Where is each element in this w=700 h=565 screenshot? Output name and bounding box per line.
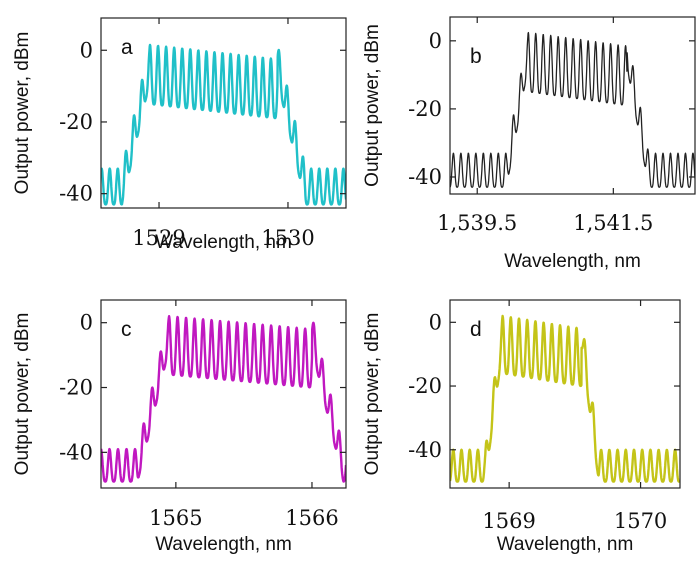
- y-tick-label-d-1: -20: [408, 374, 442, 398]
- y-axis-title-d: Output power, dBm: [362, 313, 383, 476]
- y-axis-title-c: Output power, dBm: [12, 313, 33, 476]
- y-tick-label-b-2: -40: [408, 165, 442, 189]
- y-tick-label-d-0: 0: [429, 310, 442, 334]
- y-tick-label-d-2: -40: [408, 438, 442, 462]
- plot-frame-a: [100, 17, 347, 209]
- series-line-b: [450, 31, 695, 188]
- plot-frame-b: [449, 16, 696, 195]
- y-tick-label-c-2: -40: [59, 440, 93, 464]
- x-axis-title-a: Wavelength, nm: [155, 232, 292, 253]
- x-axis-title-c: Wavelength, nm: [155, 534, 292, 555]
- y-tick-label-a-0: 0: [80, 38, 93, 62]
- panel-label-c: c: [121, 318, 132, 341]
- x-tick-label-c-1: 1566: [285, 506, 338, 530]
- y-tick-label-a-2: -40: [59, 182, 93, 206]
- x-tick-label-a-0: 1529: [132, 226, 185, 250]
- series-line-d: [450, 314, 680, 483]
- x-tick-label-a-1: 1530: [261, 226, 314, 250]
- panel-label-b: b: [470, 45, 482, 68]
- plot-frame-c: [100, 299, 347, 489]
- x-tick-label-d-1: 1570: [614, 509, 667, 533]
- y-tick-label-c-1: -20: [59, 376, 93, 400]
- x-tick-label-c-0: 1565: [149, 506, 202, 530]
- y-tick-label-c-0: 0: [80, 311, 93, 335]
- series-line-a: [101, 43, 346, 206]
- series-line-c: [101, 315, 346, 483]
- x-tick-label-d-0: 1569: [482, 509, 535, 533]
- x-tick-label-b-1: 1,541.5: [573, 211, 653, 235]
- y-tick-label-b-0: 0: [429, 29, 442, 53]
- plot-frame-d: [449, 299, 681, 489]
- panel-label-d: d: [470, 318, 482, 341]
- y-axis-title-b: Output power, dBm: [362, 24, 383, 187]
- panel-label-a: a: [121, 36, 133, 59]
- y-axis-title-a: Output power, dBm: [12, 32, 33, 195]
- x-axis-title-d: Wavelength, nm: [497, 534, 634, 555]
- x-tick-label-b-0: 1,539.5: [437, 211, 517, 235]
- panel-c: 0 -20 -40 1565 1566 Wavelength, nm Output powe…: [12, 299, 347, 555]
- y-tick-label-b-1: -20: [408, 97, 442, 121]
- y-tick-label-a-1: -20: [59, 110, 93, 134]
- x-axis-title-b: Wavelength, nm: [504, 251, 641, 272]
